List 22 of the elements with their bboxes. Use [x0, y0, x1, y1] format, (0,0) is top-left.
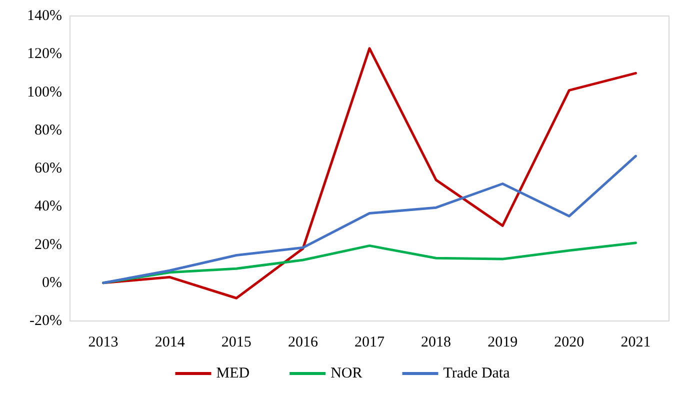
x-tick-label: 2017 [354, 334, 385, 350]
legend-label: Trade Data [443, 366, 510, 382]
y-tick-label: 40% [34, 198, 62, 215]
x-tick-label: 2015 [221, 334, 252, 350]
y-tick-label: 20% [34, 236, 62, 253]
y-tick-label: 140% [27, 8, 62, 24]
x-tick-label: 2014 [154, 334, 186, 350]
x-tick-label: 2021 [620, 334, 651, 350]
x-tick-label: 2013 [88, 334, 118, 350]
y-tick-label: 100% [27, 84, 62, 100]
x-tick-label: 2019 [488, 334, 518, 350]
y-tick-label: 80% [34, 122, 62, 138]
line-series [102, 154, 637, 284]
x-tick-label: 2020 [554, 334, 584, 350]
y-tick-label: -20% [30, 313, 62, 329]
x-tick-label: 2016 [288, 334, 318, 350]
legend-label: MED [216, 366, 250, 382]
y-tick-label: 0% [42, 274, 62, 291]
y-tick-label: 60% [34, 160, 62, 176]
x-tick-label: 2018 [421, 334, 452, 350]
y-tick-label: 120% [27, 46, 62, 62]
legend-label: NOR [330, 366, 362, 382]
